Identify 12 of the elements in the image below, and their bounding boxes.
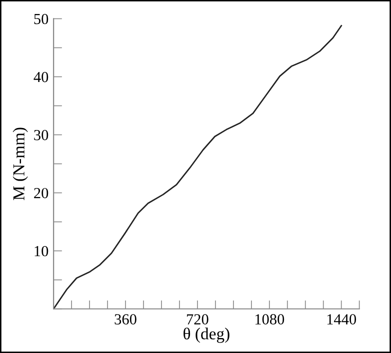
y-tick-label: 50 — [34, 14, 48, 24]
x-axis-title: θ (deg) — [184, 328, 230, 343]
line-series — [54, 24, 342, 309]
y-tick-label: 20 — [34, 188, 48, 198]
x-tick-label: 720 — [187, 314, 208, 324]
y-tick-label: 30 — [34, 130, 48, 140]
x-tick-label: 1080 — [255, 314, 284, 324]
y-tick-label: 40 — [34, 72, 48, 82]
x-tick-label: 1440 — [327, 314, 356, 324]
x-tick-label: 360 — [114, 314, 136, 324]
y-tick-label: 10 — [34, 246, 48, 256]
y-axis-title: M (N-mm) — [12, 128, 28, 200]
